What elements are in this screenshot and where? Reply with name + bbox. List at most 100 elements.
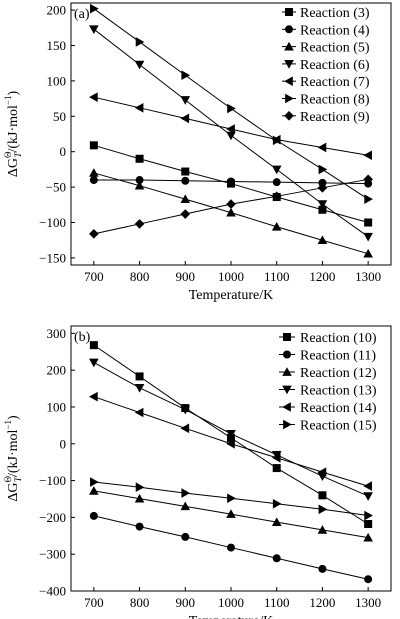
data-point <box>227 103 236 114</box>
data-point <box>180 194 191 203</box>
x-tick-label: 1200 <box>309 269 335 284</box>
data-point <box>363 174 373 185</box>
data-point <box>226 438 235 449</box>
y-tick-label: 100 <box>47 399 67 414</box>
data-point <box>180 209 191 219</box>
data-point <box>89 25 99 34</box>
chart-panel-a: 700 800 900 1000 1100 1200 1300 −150 −100 −50 0 50 1… <box>3 2 392 303</box>
data-point <box>364 218 373 227</box>
data-point <box>90 477 99 487</box>
data-point <box>317 183 328 193</box>
legend-label: Reaction (15) <box>300 419 377 434</box>
y-tick-label: 150 <box>47 38 67 53</box>
data-point <box>134 219 145 229</box>
data-point <box>135 372 144 381</box>
data-point <box>227 493 236 504</box>
y-axis-label: ΔGΘT/(kJ·mol−1) <box>3 415 23 502</box>
y-tick-label: −50 <box>46 180 66 195</box>
legend-label: Reaction (7) <box>300 75 370 90</box>
y-tick-label: −200 <box>39 510 66 525</box>
y-tick-label: 0 <box>60 436 67 451</box>
data-point <box>317 200 328 209</box>
data-point <box>89 358 99 368</box>
x-tick-label: 800 <box>130 269 150 284</box>
x-tick-label: 900 <box>176 269 196 284</box>
data-point <box>318 178 327 187</box>
data-point <box>134 180 145 190</box>
data-point <box>180 113 190 124</box>
data-point <box>134 103 144 113</box>
x-tick-label: 1000 <box>218 269 244 284</box>
data-point <box>271 165 282 175</box>
y-tick-label: −150 <box>39 250 66 265</box>
data-point <box>317 235 328 245</box>
legend-marker <box>285 8 293 16</box>
legend-label: Reaction (14) <box>300 401 377 416</box>
x-tick-label: 900 <box>176 595 196 610</box>
data-point <box>363 492 373 501</box>
data-point <box>271 517 282 527</box>
y-tick-label: 300 <box>47 326 67 341</box>
data-point <box>89 511 98 520</box>
legend-label: Reaction (4) <box>300 23 370 38</box>
x-tick-label: 700 <box>84 269 104 284</box>
data-point <box>318 491 327 500</box>
legend-label: Reaction (10) <box>300 331 377 346</box>
legend-marker <box>283 419 292 430</box>
y-axis-label-main: ΔG <box>6 158 21 177</box>
x-tick-label: 800 <box>130 595 150 610</box>
legend-label: Reaction (8) <box>300 93 370 108</box>
legend-marker <box>284 41 294 51</box>
data-point <box>180 423 190 434</box>
y-axis-label-sup: Θ <box>3 476 13 483</box>
data-point <box>363 481 372 491</box>
data-point <box>317 525 328 534</box>
data-point <box>364 575 373 584</box>
data-point <box>272 178 281 187</box>
data-point <box>135 37 145 47</box>
y-tick-label: 0 <box>60 144 67 159</box>
data-point <box>89 486 99 495</box>
y-tick-label: 50 <box>53 109 66 124</box>
data-point <box>181 488 191 498</box>
legend-label: Reaction (5) <box>300 41 370 56</box>
legend-marker <box>284 76 293 86</box>
data-point <box>363 532 373 542</box>
data-point <box>318 564 327 573</box>
x-axis-label: Temperature/K <box>189 288 274 303</box>
legend-label: Reaction (9) <box>300 110 370 125</box>
y-axis-label-units: /(kJ·mol <box>6 105 21 153</box>
y-tick-label: −100 <box>39 215 66 230</box>
data-point <box>134 407 144 418</box>
data-point <box>135 154 144 163</box>
data-point <box>135 176 144 185</box>
legend-label: Reaction (13) <box>300 384 377 399</box>
x-tick-label: 1100 <box>264 595 290 610</box>
data-point <box>226 430 236 439</box>
legend-label: Reaction (12) <box>300 366 377 381</box>
y-axis-label-sub: T <box>13 152 23 158</box>
legend-marker <box>283 350 291 359</box>
data-point <box>318 164 328 175</box>
x-axis-label: Temperature/K <box>189 614 274 619</box>
data-point <box>134 493 145 503</box>
x-tick-label: 1000 <box>218 595 244 610</box>
data-point <box>226 131 236 141</box>
x-tick-label: 1300 <box>355 595 381 610</box>
panel-label: (b) <box>74 330 91 345</box>
data-point <box>90 3 99 14</box>
y-tick-label: −300 <box>39 547 66 562</box>
data-point <box>272 554 281 563</box>
data-point <box>271 191 282 202</box>
x-tick-label: 1200 <box>309 595 335 610</box>
legend-label: Reaction (6) <box>300 58 370 73</box>
legend-marker <box>283 333 291 341</box>
data-point <box>317 467 327 477</box>
x-tick-label: 1300 <box>355 269 381 284</box>
legend: Reaction (3) Reaction (4) Reaction (5) Reac… <box>282 6 370 125</box>
data-point <box>318 504 328 515</box>
data-point <box>363 248 373 258</box>
data-point <box>89 391 98 402</box>
panel-label: (a) <box>74 7 90 22</box>
data-point <box>89 141 98 150</box>
